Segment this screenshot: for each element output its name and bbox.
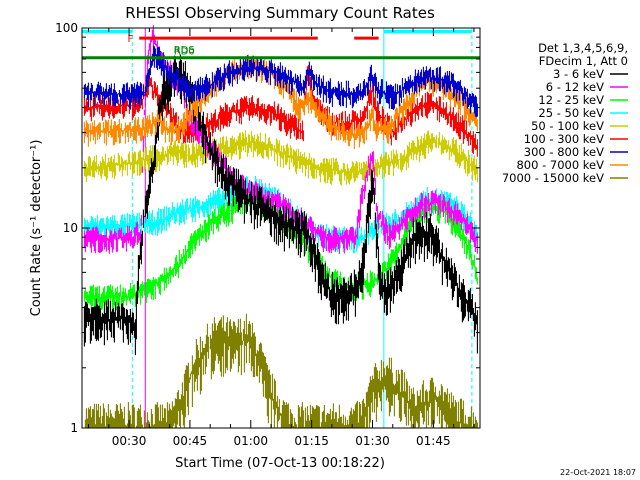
axes: 00:30 00:45 01:00 01:15 01:30 01:45 1 10 100: [55, 21, 480, 448]
legend-label-3: 12 - 25 keV: [538, 93, 604, 107]
generated-timestamp: 22-Oct-2021 18:07: [560, 468, 636, 477]
legend-header-1: Det 1,3,4,5,6,9,: [538, 41, 628, 55]
x-tick-label: 01:15: [294, 434, 329, 448]
series-9: [84, 313, 478, 428]
x-tick-label: 01:00: [233, 434, 268, 448]
legend-label-8: 800 - 7000 keV: [516, 158, 604, 172]
legend-label-6: 100 - 300 keV: [524, 132, 604, 146]
legend-header-2: FDecim 1, Att 0: [539, 54, 628, 68]
y-tick-label: 1: [70, 421, 78, 435]
legend-label-5: 50 - 100 keV: [531, 119, 604, 133]
y-tick-label: 10: [63, 221, 78, 235]
series-trace-7: [83, 45, 478, 118]
x-axis-label: Start Time (07-Oct-13 00:18:22): [175, 456, 385, 471]
series-trace-9: [84, 313, 478, 428]
legend-label-1: 3 - 6 keV: [553, 67, 604, 81]
legend-label-7: 300 - 800 keV: [524, 145, 604, 159]
annotation-label-1: RDS: [174, 45, 195, 56]
x-tick-label: 00:30: [112, 434, 147, 448]
y-tick-label: 100: [55, 21, 78, 35]
y-axis-label: Count Rate (s⁻¹ detector⁻¹): [29, 140, 44, 317]
x-tick-label: 00:45: [173, 434, 208, 448]
saa-label: RD0: [174, 47, 195, 58]
legend-label-9: 7000 - 15000 keV: [502, 171, 604, 185]
legend-label-2: 6 - 12 keV: [546, 80, 604, 94]
chart-title: RHESSI Observing Summary Count Rates: [125, 4, 435, 22]
series-7: [83, 45, 478, 118]
flare-label: F: [127, 34, 133, 45]
x-tick-label: 01:45: [416, 434, 451, 448]
legend-label-4: 25 - 50 keV: [538, 106, 604, 120]
legend: Det 1,3,4,5,6,9,FDecim 1, Att 03 - 6 keV…: [502, 41, 628, 185]
x-tick-label: 01:30: [355, 434, 390, 448]
